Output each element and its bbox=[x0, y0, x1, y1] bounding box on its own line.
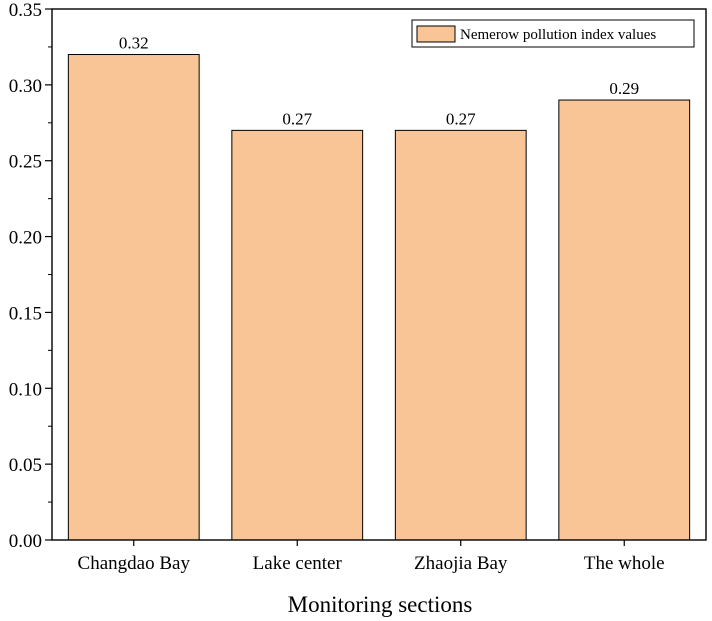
y-tick-label: 0.05 bbox=[9, 455, 42, 476]
bar-lake-center bbox=[231, 129, 364, 541]
y-tick-label: 0.25 bbox=[9, 152, 42, 173]
data-labels-layer: 0.32 0.27 0.27 0.29 bbox=[119, 34, 639, 129]
data-label: 0.27 bbox=[446, 109, 476, 128]
y-tick-label: 0.30 bbox=[9, 76, 42, 97]
legend-swatch bbox=[416, 25, 456, 43]
y-tick-label: 0.20 bbox=[9, 228, 42, 249]
bars-layer bbox=[67, 54, 691, 541]
legend-entry-label: Nemerow pollution index values bbox=[460, 27, 656, 43]
legend-box bbox=[411, 19, 695, 48]
bar-the-whole bbox=[558, 99, 691, 541]
x-tick-label: Changdao Bay bbox=[78, 553, 191, 574]
y-tick-label: 0.10 bbox=[9, 379, 42, 400]
x-tick-label: Zhaojia Bay bbox=[414, 553, 508, 574]
y-tick-label: 0.35 bbox=[9, 0, 42, 21]
data-label: 0.27 bbox=[282, 109, 312, 128]
legend: Nemerow pollution index values bbox=[411, 19, 695, 48]
y-tick-label: 0.15 bbox=[9, 303, 42, 324]
x-tick-label: The whole bbox=[584, 553, 665, 574]
data-label: 0.29 bbox=[609, 79, 639, 98]
x-axis-title: Monitoring sections bbox=[288, 592, 473, 617]
bar-zhaojia-bay bbox=[394, 129, 527, 541]
axes-layer: Changdao Bay Lake center Zhaojia Bay The wh… bbox=[9, 0, 707, 574]
data-label: 0.32 bbox=[119, 34, 149, 53]
x-tick-label: Lake center bbox=[253, 553, 343, 574]
bar-changdao-bay bbox=[67, 54, 200, 541]
y-tick-label: 0.00 bbox=[9, 531, 42, 552]
